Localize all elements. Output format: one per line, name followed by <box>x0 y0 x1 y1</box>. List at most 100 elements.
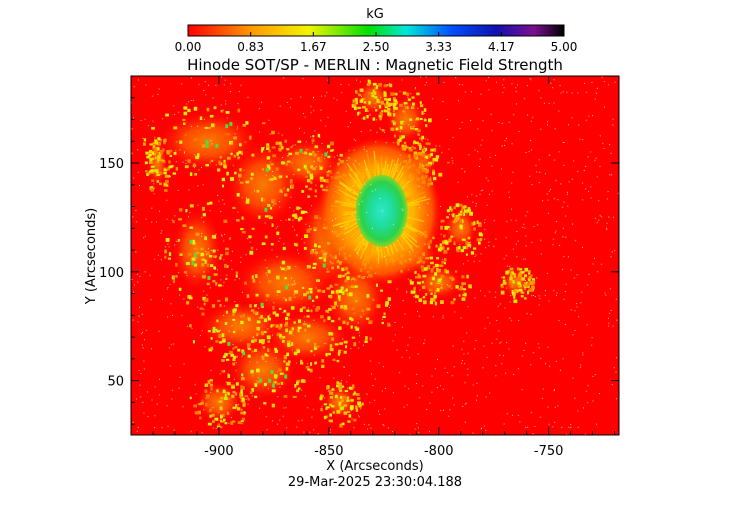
noise-dot <box>363 243 365 245</box>
plage-speck <box>253 338 257 342</box>
noise-dot <box>383 425 385 427</box>
plage-speck <box>465 240 468 245</box>
noise-dot <box>321 143 323 145</box>
noise-dot-orange <box>440 233 443 236</box>
noise-dot-orange <box>190 430 192 433</box>
noise-dot <box>547 199 549 201</box>
noise-dot-orange <box>506 220 508 223</box>
plage-speck <box>352 393 356 396</box>
plage-speck <box>274 347 277 351</box>
plage-speck <box>460 249 465 253</box>
plage-speck <box>435 155 440 158</box>
noise-dot <box>292 144 294 146</box>
penumbra-filament <box>334 184 360 200</box>
penumbra-filament <box>336 216 360 227</box>
noise-dot <box>386 84 388 86</box>
noise-dot <box>159 378 161 380</box>
noise-dot <box>527 114 529 116</box>
noise-dot <box>360 192 362 194</box>
noise-dot <box>184 151 186 153</box>
noise-dot <box>532 433 534 435</box>
plage-speck <box>269 207 273 210</box>
plage-speck <box>284 277 287 280</box>
plage-speck <box>212 326 216 330</box>
noise-dot <box>305 141 307 143</box>
noise-dot <box>594 98 596 100</box>
plage-speck <box>206 282 210 286</box>
noise-dot-orange <box>131 127 133 130</box>
noise-dot <box>371 190 373 192</box>
plage-speck <box>353 278 357 282</box>
plage-speck <box>305 175 308 178</box>
plage-speck <box>193 404 198 408</box>
noise-dot <box>402 227 404 229</box>
noise-dot <box>217 331 219 333</box>
noise-dot <box>503 355 505 357</box>
noise-dot <box>280 266 282 268</box>
noise-dot <box>167 316 169 318</box>
plage-speck <box>463 209 468 213</box>
noise-dot <box>137 321 139 323</box>
noise-dot-orange <box>530 411 533 414</box>
noise-dot <box>566 91 568 93</box>
noise-dot-orange <box>451 162 454 164</box>
plage-speck <box>355 393 360 396</box>
plage-speck <box>380 289 383 292</box>
noise-dot <box>361 95 363 97</box>
plage-speck <box>179 253 183 256</box>
plage-speck <box>308 152 313 156</box>
noise-dot <box>161 230 163 232</box>
noise-dot <box>282 312 284 314</box>
noise-dot-orange <box>417 353 419 355</box>
plage-speck <box>255 274 258 279</box>
noise-dot-orange <box>217 411 220 414</box>
noise-dot <box>204 250 206 252</box>
plage-speck <box>241 373 244 377</box>
noise-dot-orange <box>290 98 292 100</box>
plage-speck <box>221 369 226 373</box>
plage-speck <box>450 235 453 238</box>
noise-dot-orange <box>509 317 511 319</box>
noise-dot-orange <box>297 420 300 422</box>
noise-dot <box>289 207 291 209</box>
noise-dot <box>289 106 291 108</box>
plage-speck <box>184 165 189 169</box>
plage-speck <box>246 198 250 202</box>
plage-speck <box>153 169 157 172</box>
plage-speck <box>364 108 368 112</box>
plage-speck <box>242 313 246 318</box>
noise-dot <box>442 315 444 317</box>
noise-dot <box>528 151 530 153</box>
plage-speck <box>189 396 192 400</box>
noise-dot-orange <box>168 246 170 248</box>
noise-dot <box>382 424 384 426</box>
plage-speck <box>502 276 506 279</box>
noise-dot <box>337 305 339 307</box>
noise-dot-orange <box>418 315 421 318</box>
noise-dot <box>495 291 497 293</box>
plage-speck <box>355 405 358 410</box>
noise-dot-orange <box>568 426 570 429</box>
noise-dot <box>327 116 329 118</box>
noise-dot <box>195 393 197 395</box>
plage-speck <box>355 101 358 105</box>
noise-dot <box>610 309 612 311</box>
plage-speck <box>343 404 348 407</box>
noise-dot <box>173 105 175 107</box>
plage-speck <box>251 275 254 279</box>
noise-dot <box>295 266 297 268</box>
plage-speck <box>331 266 335 270</box>
plage-speck <box>205 163 209 167</box>
plage-speck <box>416 281 421 285</box>
plage-speck <box>218 400 223 403</box>
plage-speck <box>455 285 459 289</box>
plage-speck <box>275 324 279 328</box>
noise-dot <box>525 152 527 154</box>
noise-dot-orange <box>269 161 272 163</box>
noise-dot <box>592 400 594 402</box>
plage-speck <box>158 138 163 142</box>
noise-dot <box>173 343 175 345</box>
noise-dot-orange <box>219 373 222 375</box>
noise-dot <box>506 342 508 344</box>
noise-dot-orange <box>424 137 427 140</box>
